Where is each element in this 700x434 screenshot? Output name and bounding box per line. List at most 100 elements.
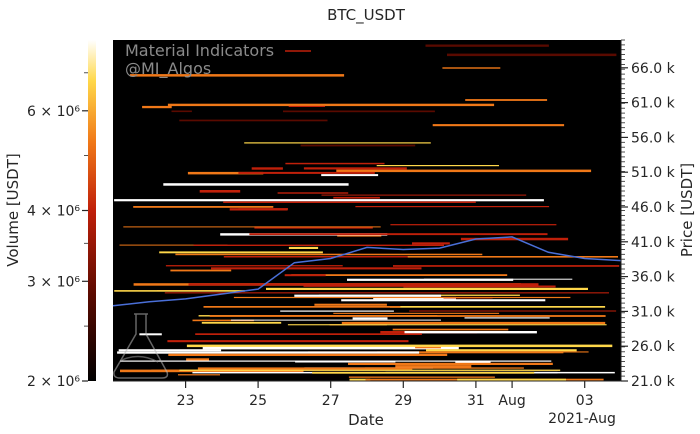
x-tick-label: 03	[576, 393, 594, 409]
heatmap-level	[392, 328, 509, 331]
heatmap-level	[336, 169, 592, 173]
heatmap-level	[117, 351, 420, 354]
heatmap-level	[251, 167, 283, 170]
heatmap-level	[118, 349, 222, 352]
colorbar-tick-label: 4 × 10⁶	[27, 204, 80, 220]
colorbar-tick-label: 3 × 10⁶	[27, 274, 80, 290]
heatmap-level	[348, 376, 495, 378]
heatmap-level	[348, 362, 553, 365]
heatmap-level	[171, 110, 192, 113]
y-tick-label: 26.0 k	[631, 339, 676, 355]
heatmap-level	[337, 235, 382, 237]
heatmap-level	[199, 190, 241, 193]
heatmap-level	[300, 144, 416, 147]
heatmap-level	[159, 251, 323, 254]
heatmap-levels	[114, 44, 620, 381]
heatmap-level	[193, 244, 444, 246]
heatmap-level	[403, 285, 556, 288]
heatmap-level	[355, 206, 550, 208]
y-tick-label: 36.0 k	[631, 270, 676, 286]
heatmap-level	[333, 196, 380, 199]
heatmap-level	[460, 237, 569, 241]
heatmap-level	[347, 278, 514, 281]
x-axis: 23 25 27 29 31 Aug 03	[113, 380, 621, 409]
heatmap-level	[238, 171, 375, 174]
heatmap-level	[341, 299, 546, 302]
heatmap-level	[291, 274, 508, 276]
x-offset-label: 2021-Aug	[548, 411, 616, 427]
heatmap-level	[295, 360, 396, 363]
heatmap-level	[186, 344, 613, 348]
heatmap-level	[266, 287, 588, 290]
y-tick-label: 21.0 k	[631, 374, 676, 390]
heatmap-level	[404, 331, 537, 334]
heatmap-level	[288, 105, 325, 107]
heatmap-level	[409, 310, 617, 312]
heatmap-level	[349, 378, 371, 381]
heatmap-level	[167, 103, 495, 107]
heatmap-level	[314, 303, 387, 306]
heatmap-level	[179, 119, 328, 122]
heatmap-level	[390, 306, 606, 308]
heatmap-level	[249, 233, 548, 236]
colorbar-tick-label: 2 × 10⁶	[27, 374, 80, 390]
y-axis-label: Price [USDT]	[678, 163, 696, 257]
heatmap-level	[308, 351, 589, 353]
heatmap-level	[288, 246, 319, 249]
heatmap-level	[133, 206, 274, 208]
heatmap-level	[395, 365, 472, 368]
heatmap-level	[341, 321, 606, 325]
chart-title: BTC_USDT	[327, 6, 406, 25]
heatmap-level	[114, 290, 245, 292]
heatmap-level	[352, 317, 388, 320]
heatmap-level	[393, 265, 620, 267]
heatmap-level	[164, 292, 610, 294]
heatmap-level	[465, 99, 548, 101]
heatmap-level	[277, 192, 349, 194]
heatmap-level	[425, 44, 549, 47]
colorbar-label: Volume [USDT]	[4, 153, 22, 266]
heatmap-level	[192, 319, 254, 322]
x-tick-label: 29	[394, 393, 412, 409]
heatmap-level	[303, 167, 407, 170]
y-tick-label: 61.0 k	[631, 96, 676, 112]
watermark: Material Indicators @MI_Algos	[113, 41, 311, 379]
heatmap-level	[442, 67, 501, 69]
heatmap-level	[321, 194, 527, 196]
x-tick-label: 23	[177, 393, 195, 409]
heatmap-level	[244, 142, 431, 144]
heatmap-level	[168, 353, 448, 356]
heatmap-level	[142, 105, 172, 109]
y-tick-label: 51.0 k	[631, 165, 676, 181]
plot-area	[113, 40, 621, 381]
heatmap-level	[280, 310, 394, 312]
heatmap-level	[211, 267, 422, 270]
heatmap-level	[229, 208, 288, 211]
heatmap-level	[373, 296, 456, 300]
heatmap-level	[175, 253, 483, 256]
y-tick-label: 56.0 k	[631, 130, 676, 146]
heatmap-level	[285, 162, 385, 165]
heatmap-level	[231, 319, 441, 321]
heatmap-level	[178, 374, 220, 376]
colorbar-axis: 2 × 10⁶ 3 × 10⁶ 4 × 10⁶ 6 × 10⁶	[27, 72, 88, 390]
heatmap-level	[119, 244, 228, 246]
watermark-line-1: Material Indicators	[125, 41, 274, 60]
x-tick-label: 31	[467, 393, 485, 409]
heatmap-level	[312, 371, 535, 374]
x-tick-label: 25	[249, 393, 267, 409]
heatmap-level	[464, 317, 550, 319]
heatmap-level	[129, 74, 345, 77]
heatmap-level	[333, 312, 500, 314]
heatmap-level	[139, 333, 162, 336]
heatmap-level	[455, 360, 491, 364]
heatmap-level	[407, 256, 618, 258]
x-tick-label: 27	[322, 393, 340, 409]
price-line	[112, 236, 622, 307]
heatmap-level	[254, 226, 373, 229]
heatmap-level	[202, 346, 459, 350]
heatmap-level	[412, 242, 450, 245]
heatmap-level	[201, 321, 282, 324]
heatmap-level	[187, 171, 264, 175]
